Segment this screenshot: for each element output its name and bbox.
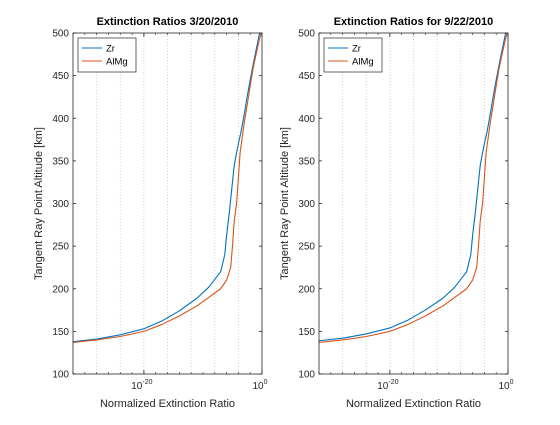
chart-panel-2: 100 150 200 250 300 350 400 450 500 10-20 100 Extin… bbox=[279, 16, 514, 410]
y-tick-label: 100 bbox=[298, 370, 315, 381]
legend-box bbox=[77, 37, 137, 73]
y-tick-label: 500 bbox=[298, 29, 315, 40]
x-tick-label: 10-20 bbox=[131, 379, 152, 392]
legend-label-almg: AlMg bbox=[106, 57, 128, 68]
legend: Zr AlMg bbox=[77, 37, 137, 73]
y-tick-label: 400 bbox=[298, 114, 315, 125]
x-axis-label: Normalized Extinction Ratio bbox=[100, 398, 235, 410]
y-tick-label: 450 bbox=[52, 71, 69, 82]
series-line-zr bbox=[72, 32, 261, 343]
series-line-almg bbox=[72, 32, 262, 344]
y-tick-label: 150 bbox=[52, 327, 69, 338]
y-tick-label: 350 bbox=[52, 156, 69, 167]
x-axis-label: Normalized Extinction Ratio bbox=[346, 398, 481, 410]
x-tick-label: 100 bbox=[252, 379, 267, 392]
y-tick-label: 500 bbox=[52, 29, 69, 40]
series-line-almg bbox=[318, 32, 508, 344]
y-tick-label: 200 bbox=[298, 284, 315, 295]
legend: Zr AlMg bbox=[323, 37, 383, 73]
y-tick-label: 350 bbox=[298, 156, 315, 167]
y-axis-label: Tangent Ray Point Altitude [km] bbox=[33, 127, 45, 280]
y-tick-label: 250 bbox=[298, 242, 315, 253]
y-tick-label: 250 bbox=[52, 242, 69, 253]
series-line-zr bbox=[318, 32, 507, 342]
y-tick-label: 300 bbox=[298, 199, 315, 210]
chart-title: Extinction Ratios 3/20/2010 bbox=[97, 16, 239, 28]
y-tick-label: 200 bbox=[52, 284, 69, 295]
y-tick-label: 300 bbox=[52, 199, 69, 210]
x-tick-label: 10-20 bbox=[377, 379, 398, 392]
legend-label-zr: Zr bbox=[106, 44, 115, 55]
y-tick-label: 150 bbox=[298, 327, 315, 338]
y-tick-label: 100 bbox=[52, 370, 69, 381]
legend-box bbox=[323, 37, 383, 73]
legend-label-zr: Zr bbox=[352, 44, 361, 55]
chart-panel-1: 100 150 200 250 300 350 400 450 500 10-20 100 Extin… bbox=[33, 16, 268, 410]
y-axis-label: Tangent Ray Point Altitude [km] bbox=[279, 127, 291, 280]
x-tick-label: 100 bbox=[498, 379, 513, 392]
legend-label-almg: AlMg bbox=[352, 57, 374, 68]
y-tick-label: 400 bbox=[52, 114, 69, 125]
chart-title: Extinction Ratios for 9/22/2010 bbox=[334, 16, 494, 28]
y-tick-label: 450 bbox=[298, 71, 315, 82]
